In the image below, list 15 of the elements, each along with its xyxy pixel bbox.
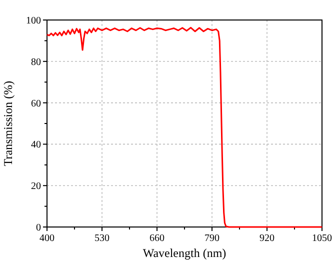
x-axis-title: Wavelength (nm): [142, 246, 226, 260]
y-tick-label: 20: [31, 181, 41, 192]
x-tick-label: 400: [40, 233, 54, 244]
line-series: [46, 26, 323, 228]
x-tick-label: 790: [204, 233, 220, 244]
x-tick-label: 530: [94, 233, 110, 244]
y-tick-label: 60: [31, 98, 41, 110]
y-tick-label: 0: [36, 222, 41, 234]
y-tick-label: 100: [26, 16, 41, 26]
x-tick-label: 920: [260, 233, 274, 244]
y-tick-label: 80: [31, 56, 41, 68]
y-axis-title: Transmission (%): [1, 80, 15, 166]
x-tick-label: 1050: [312, 233, 332, 244]
y-tick-label: 40: [31, 140, 41, 151]
x-tick-label: 660: [150, 233, 164, 244]
